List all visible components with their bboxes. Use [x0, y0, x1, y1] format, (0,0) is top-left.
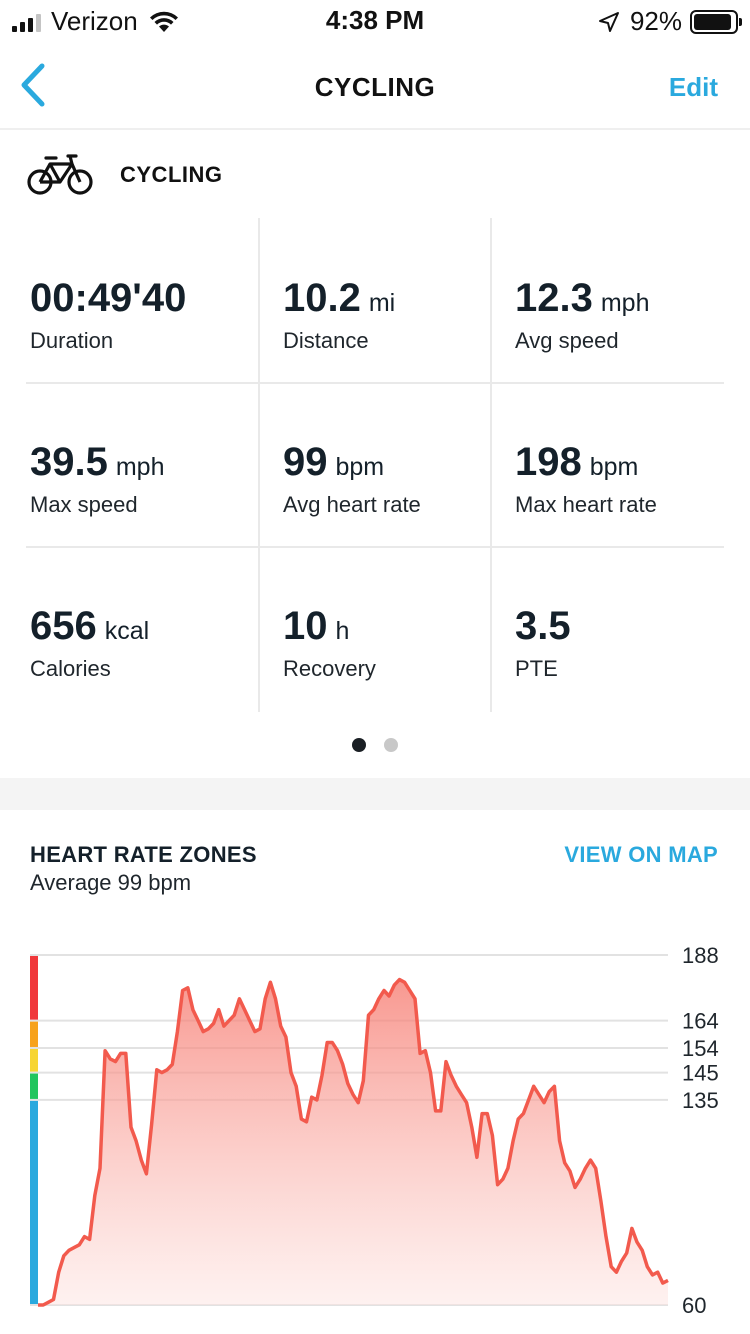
stat-label: Distance: [283, 328, 369, 353]
signal-bar: [20, 21, 25, 32]
status-right: 92%: [598, 6, 742, 37]
grid-divider: [490, 218, 492, 712]
stat-unit: mph: [600, 289, 650, 317]
nav-bar: CYCLING Edit: [0, 44, 750, 130]
heart-rate-line: [38, 977, 669, 1307]
stat-number: 656: [30, 604, 97, 648]
signal-bar: [12, 25, 17, 32]
page-dot[interactable]: [384, 738, 398, 752]
stat-unit: mi: [368, 289, 396, 317]
y-tick-label: 60: [682, 1293, 706, 1318]
stat-value: 198 bpm: [515, 440, 638, 485]
wifi-icon: [149, 11, 178, 32]
stats-grid: 00:49'40 Duration 10.2 mi Distance 12.3 mp…: [26, 218, 724, 712]
section-separator: [0, 778, 750, 810]
status-left: Verizon: [12, 6, 180, 37]
stat-pte: 3.5 PTE: [511, 546, 743, 710]
carrier-name: Verizon: [51, 6, 138, 36]
stat-recovery: 10 h Recovery: [279, 546, 511, 710]
stat-value: 656 kcal: [30, 604, 149, 649]
stat-distance: 10.2 mi Distance: [279, 218, 511, 382]
stat-label: Recovery: [283, 656, 376, 681]
stat-label: PTE: [515, 656, 558, 681]
hr-zone-bar: [30, 1021, 38, 1047]
stat-number: 39.5: [30, 440, 108, 484]
stat-value: 39.5 mph: [30, 440, 165, 485]
stat-label: Max speed: [30, 492, 138, 517]
battery-percent: 92%: [629, 6, 682, 36]
y-tick-label: 154: [682, 1036, 719, 1061]
stat-max-speed: 39.5 mph Max speed: [26, 382, 258, 546]
activity-label: CYCLING: [120, 162, 223, 187]
stat-unit: mph: [115, 453, 165, 481]
stat-number: 00:49'40: [30, 276, 187, 320]
stat-calories: 656 kcal Calories: [26, 546, 258, 710]
stat-unit: kcal: [104, 617, 150, 645]
battery-fill: [694, 13, 731, 30]
grid-divider: [26, 546, 724, 548]
signal-bar: [28, 17, 33, 32]
y-tick-label: 188: [682, 943, 719, 968]
stat-label: Avg heart rate: [283, 492, 421, 517]
stat-value: 99 bpm: [283, 440, 384, 485]
status-time: 4:38 PM: [325, 5, 425, 35]
stat-unit: h: [335, 617, 350, 645]
stat-value: 12.3 mph: [515, 276, 650, 321]
page-title: CYCLING: [314, 72, 436, 102]
stat-value: 3.5: [515, 604, 579, 649]
stat-label: Avg speed: [515, 328, 619, 353]
grid-divider: [26, 382, 724, 384]
stat-unit: bpm: [589, 453, 639, 481]
stat-label: Duration: [30, 328, 114, 353]
hr-zone-bar: [30, 956, 38, 1020]
stat-unit: bpm: [335, 453, 385, 481]
stat-value: 10 h: [283, 604, 349, 649]
heart-rate-average: Average 99 bpm: [30, 870, 192, 895]
hr-zone-bar: [30, 1100, 38, 1304]
stat-number: 10.2: [283, 276, 361, 320]
location-arrow-icon: [598, 11, 619, 32]
bicycle-icon: [27, 154, 93, 195]
y-tick-label: 145: [682, 1061, 719, 1086]
stat-label: Calories: [30, 656, 111, 681]
view-on-map-link[interactable]: VIEW ON MAP: [564, 842, 718, 867]
stat-duration: 00:49'40 Duration: [26, 218, 258, 382]
y-tick-label: 135: [682, 1088, 719, 1113]
stat-number: 3.5: [515, 604, 571, 648]
hr-zone-bar: [30, 1048, 38, 1072]
activity-header: CYCLING: [0, 132, 750, 218]
stat-number: 12.3: [515, 276, 593, 320]
status-bar: Verizon 4:38 PM 92%: [0, 0, 750, 40]
battery-icon: [690, 9, 742, 34]
stat-avg-speed: 12.3 mph Avg speed: [511, 218, 743, 382]
stat-number: 99: [283, 440, 328, 484]
stat-avg-heart-rate: 99 bpm Avg heart rate: [279, 382, 511, 546]
stat-label: Max heart rate: [515, 492, 657, 517]
heart-rate-area: [38, 979, 668, 1305]
chevron-left-icon: [21, 63, 45, 107]
page-indicator: [0, 738, 750, 752]
hr-zone-bar: [30, 1073, 38, 1099]
grid-divider: [258, 218, 260, 712]
stat-number: 10: [283, 604, 328, 648]
stat-value: 10.2 mi: [283, 276, 395, 321]
stat-value: 00:49'40: [30, 276, 194, 321]
stat-max-heart-rate: 198 bpm Max heart rate: [511, 382, 743, 546]
heart-rate-zones-title: HEART RATE ZONES: [30, 842, 257, 867]
page-dot[interactable]: [352, 738, 366, 752]
y-tick-label: 164: [682, 1009, 719, 1034]
signal-strength-icon: [12, 12, 41, 32]
back-button[interactable]: [14, 60, 54, 110]
signal-bar: [36, 13, 41, 32]
edit-button[interactable]: Edit: [668, 72, 718, 102]
stat-number: 198: [515, 440, 582, 484]
